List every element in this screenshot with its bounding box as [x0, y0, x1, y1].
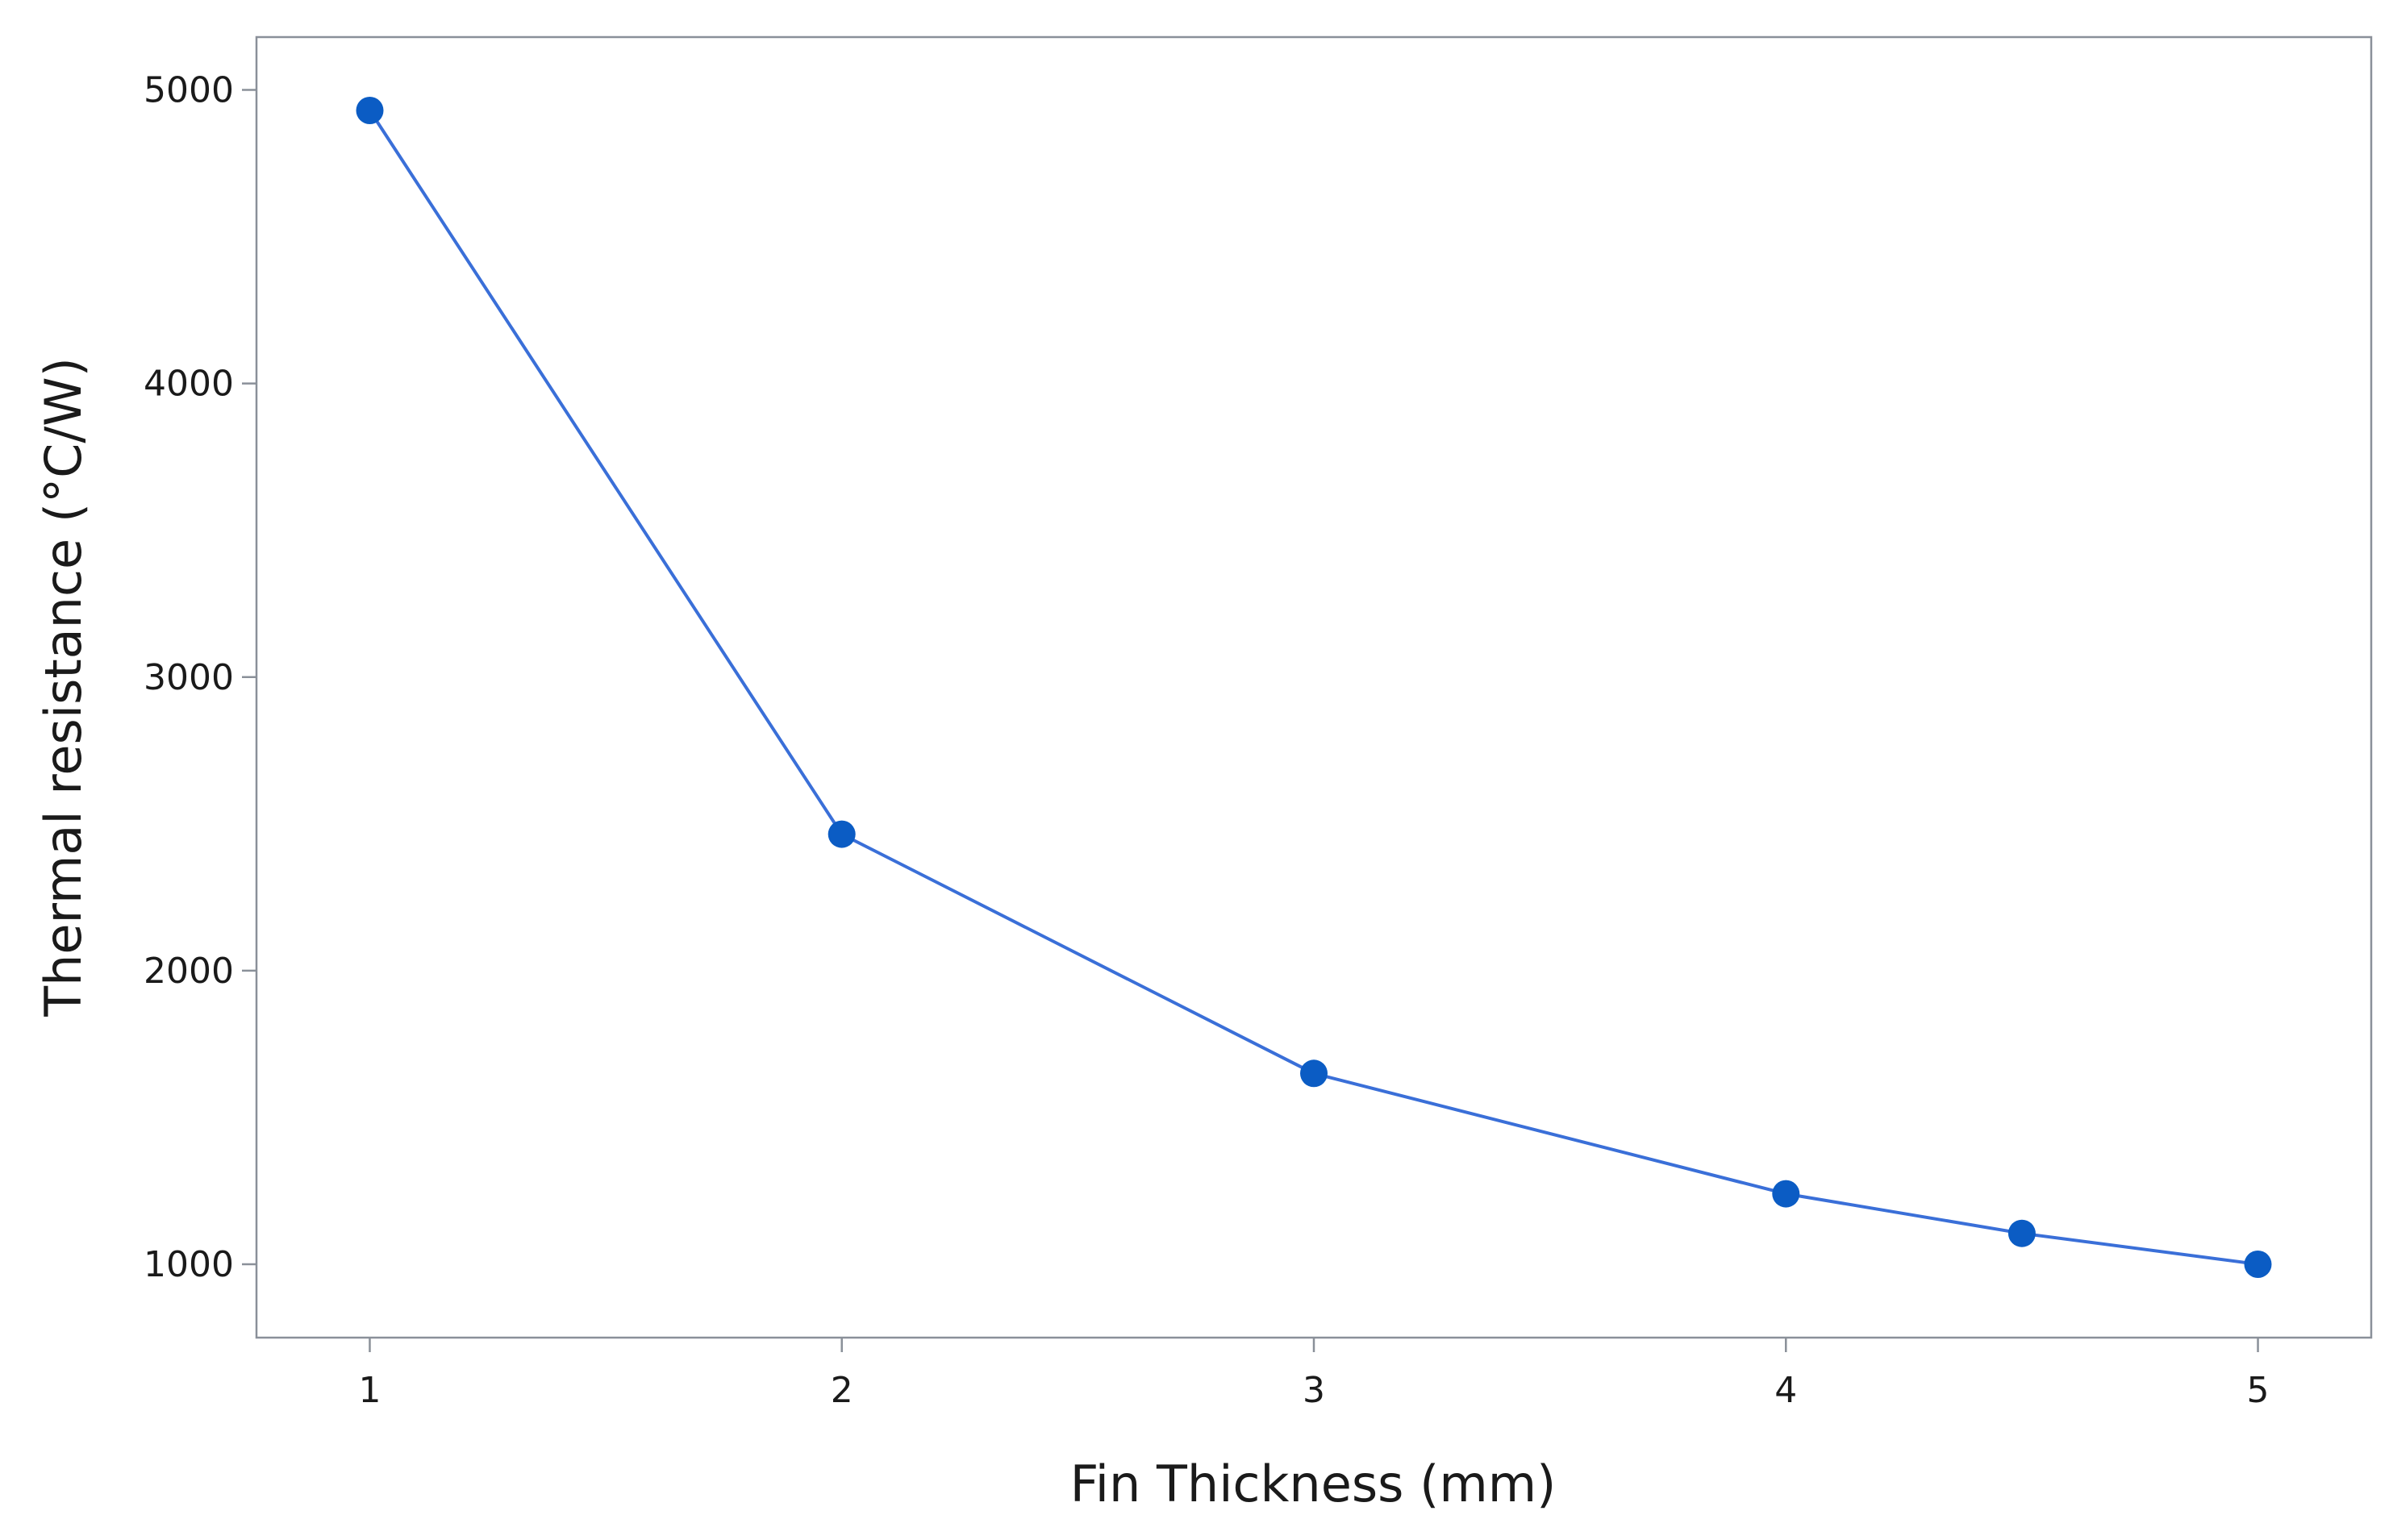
series-0-point-3 [1772, 1180, 1800, 1208]
series-0-point-0 [356, 97, 384, 124]
y-tick-label-3: 4000 [144, 364, 234, 405]
series-0-point-4 [2007, 1219, 2036, 1247]
series-0-point-5 [2244, 1251, 2272, 1278]
x-tick-label-1: 2 [831, 1370, 853, 1411]
series-0-line [368, 109, 2258, 1266]
x-tick-label-4: 5 [2247, 1370, 2270, 1411]
series-0-point-2 [1300, 1059, 1328, 1088]
series-markers [356, 97, 2272, 1278]
x-axis-ticks: 1 2 3 4 5 [358, 1338, 2270, 1411]
x-tick-label-2: 3 [1303, 1370, 1325, 1411]
y-axis-ticks: 1000 2000 3000 4000 5000 [144, 70, 256, 1285]
y-tick-label-1: 2000 [144, 951, 234, 992]
x-tick-label-3: 4 [1774, 1370, 1797, 1411]
series-0-point-1 [828, 820, 856, 848]
plot-area-border [255, 35, 2373, 1339]
y-tick-label-2: 3000 [144, 657, 234, 698]
y-axis-title: Thermal resistance (°C/W) [34, 357, 93, 1018]
y-tick-label-0: 1000 [144, 1244, 234, 1285]
x-tick-label-0: 1 [358, 1370, 381, 1411]
series-lines [368, 109, 2258, 1266]
y-tick-label-4: 5000 [144, 70, 234, 111]
plot-frame [255, 35, 2373, 1339]
x-axis-title: Fin Thickness (mm) [1070, 1455, 1557, 1513]
